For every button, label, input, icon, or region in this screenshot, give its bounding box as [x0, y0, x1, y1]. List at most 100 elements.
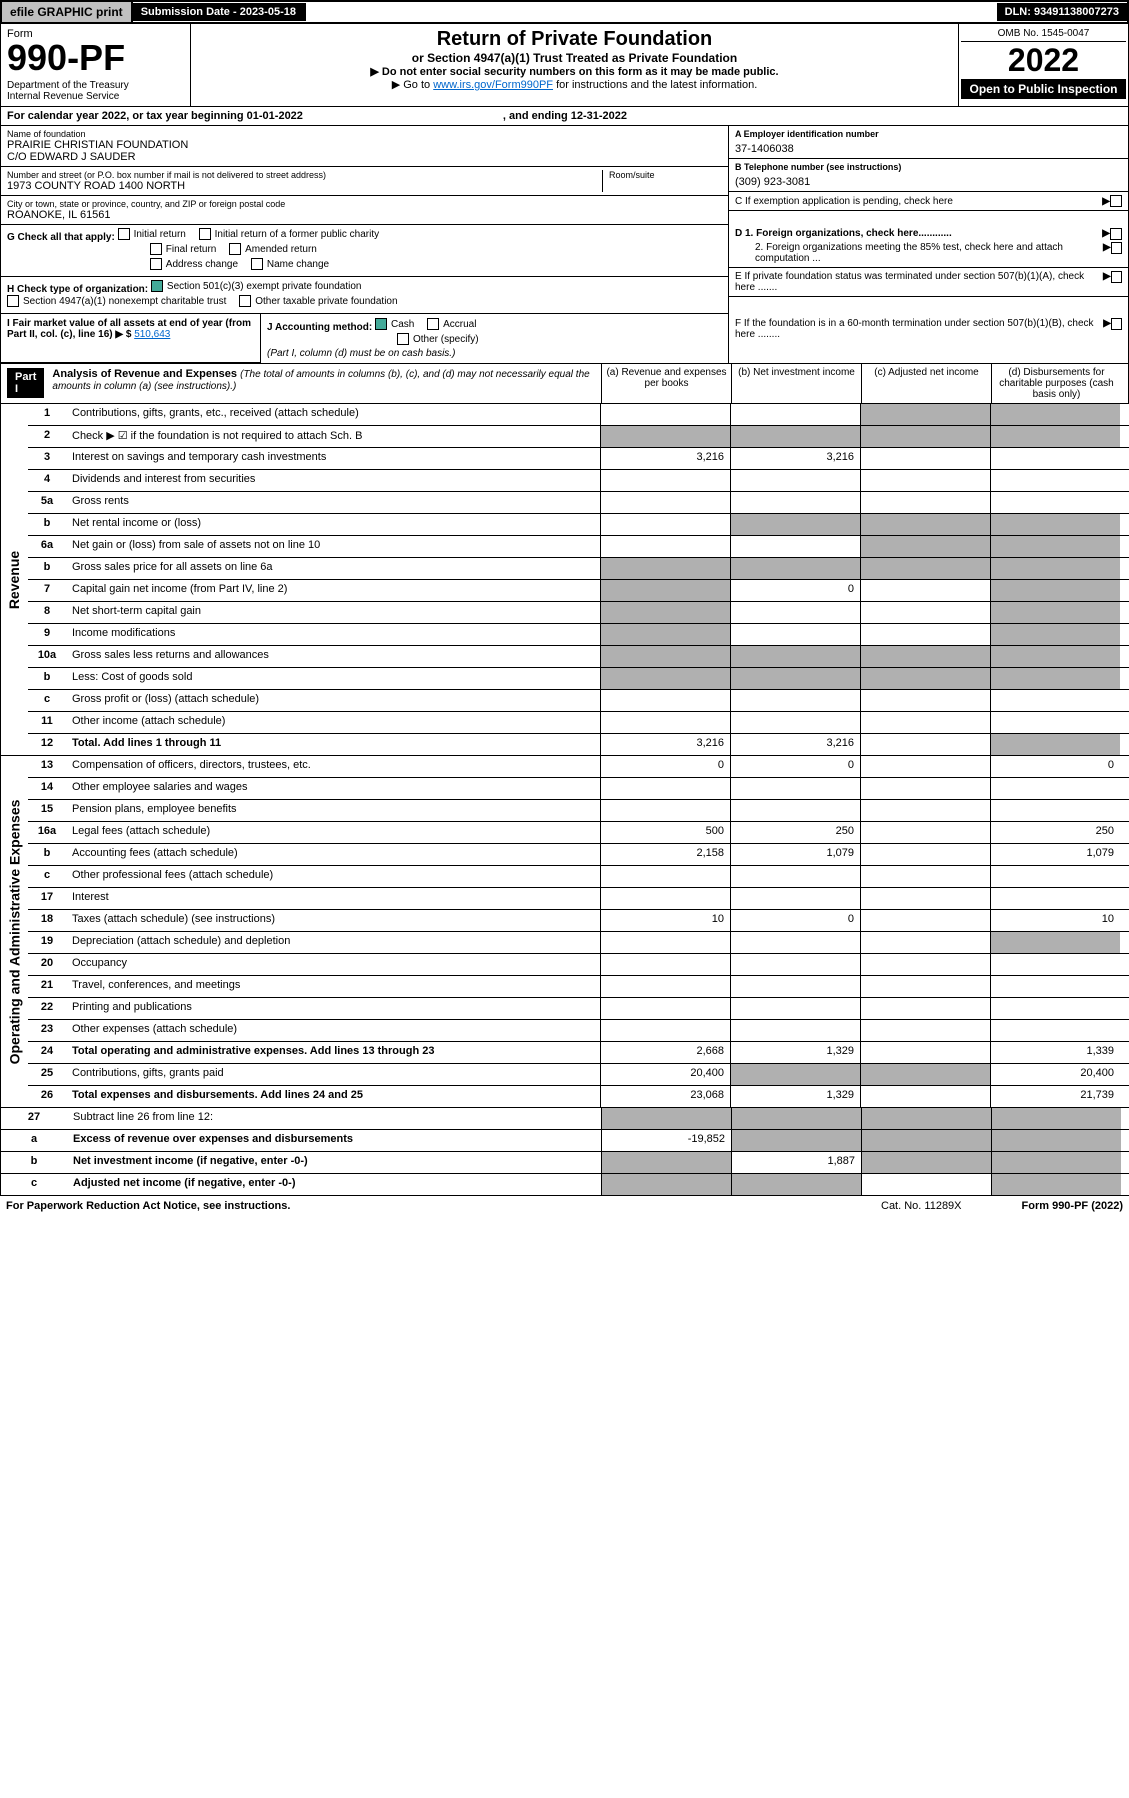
form-subtitle: or Section 4947(a)(1) Trust Treated as P…	[195, 51, 954, 65]
table-row: 2Check ▶ ☑ if the foundation is not requ…	[28, 426, 1129, 448]
check-accrual[interactable]	[427, 318, 439, 330]
cell-a	[600, 976, 730, 997]
check-addr[interactable]	[150, 258, 162, 270]
cell-d	[990, 668, 1120, 689]
cell-c	[860, 800, 990, 821]
cell-d: 1,079	[990, 844, 1120, 865]
cell-b	[730, 646, 860, 667]
cell-d	[990, 448, 1120, 469]
row-num: 25	[28, 1064, 66, 1085]
row-desc: Pension plans, employee benefits	[66, 800, 600, 821]
table-row: bLess: Cost of goods sold	[28, 668, 1129, 690]
check-e[interactable]	[1111, 271, 1122, 283]
cell-d	[990, 976, 1120, 997]
cell-d	[990, 470, 1120, 491]
check-final[interactable]	[150, 243, 162, 255]
row-desc: Contributions, gifts, grants, etc., rece…	[66, 404, 600, 425]
table-row: 15Pension plans, employee benefits	[28, 800, 1129, 822]
row-desc: Adjusted net income (if negative, enter …	[67, 1174, 601, 1195]
table-row: 21Travel, conferences, and meetings	[28, 976, 1129, 998]
fmv-link[interactable]: 510,643	[134, 329, 170, 340]
check-501c3[interactable]	[151, 280, 163, 292]
cell-a	[600, 690, 730, 711]
row-num: c	[1, 1174, 67, 1195]
cell-d: 10	[990, 910, 1120, 931]
row-desc: Other expenses (attach schedule)	[66, 1020, 600, 1041]
check-other-tax[interactable]	[239, 295, 251, 307]
cell-d	[990, 778, 1120, 799]
revenue-side-label: Revenue	[0, 404, 28, 756]
form-header: Form 990-PF Department of the Treasury I…	[0, 24, 1129, 107]
row-desc: Net rental income or (loss)	[66, 514, 600, 535]
row-desc: Other income (attach schedule)	[66, 712, 600, 733]
check-initial-former[interactable]	[199, 228, 211, 240]
table-row: 23Other expenses (attach schedule)	[28, 1020, 1129, 1042]
row-num: 17	[28, 888, 66, 909]
cell-c	[860, 778, 990, 799]
check-other-acct[interactable]	[397, 333, 409, 345]
row-num: 23	[28, 1020, 66, 1041]
check-f[interactable]	[1111, 318, 1122, 330]
row-desc: Total operating and administrative expen…	[66, 1042, 600, 1063]
cell-a	[600, 800, 730, 821]
row-num: 8	[28, 602, 66, 623]
phone-row: B Telephone number (see instructions) (3…	[729, 159, 1128, 192]
check-d1[interactable]	[1110, 228, 1122, 240]
cell-b: 250	[730, 822, 860, 843]
row-desc: Gross profit or (loss) (attach schedule)	[66, 690, 600, 711]
cell-d: 20,400	[990, 1064, 1120, 1085]
row-desc: Capital gain net income (from Part IV, l…	[66, 580, 600, 601]
row-num: 19	[28, 932, 66, 953]
cell-a: 3,216	[600, 448, 730, 469]
cell-b	[730, 668, 860, 689]
row-desc: Total. Add lines 1 through 11	[66, 734, 600, 755]
cell-a: 3,216	[600, 734, 730, 755]
check-d2[interactable]	[1111, 242, 1122, 254]
check-name[interactable]	[251, 258, 263, 270]
row-num: 14	[28, 778, 66, 799]
row-num: 1	[28, 404, 66, 425]
part1-badge: Part I	[7, 368, 44, 398]
cell-d	[990, 492, 1120, 513]
cell-b: 0	[730, 910, 860, 931]
h-section: H Check type of organization: Section 50…	[1, 277, 728, 314]
cell-b	[730, 536, 860, 557]
top-bar: efile GRAPHIC print Submission Date - 20…	[0, 0, 1129, 24]
efile-label: efile GRAPHIC print	[2, 2, 133, 22]
row-desc: Legal fees (attach schedule)	[66, 822, 600, 843]
table-row: 6aNet gain or (loss) from sale of assets…	[28, 536, 1129, 558]
address-row: Number and street (or P.O. box number if…	[1, 167, 728, 196]
table-row: bNet investment income (if negative, ent…	[1, 1152, 1129, 1174]
cell-a: 2,158	[600, 844, 730, 865]
cell-d	[990, 734, 1120, 755]
cell-c	[860, 536, 990, 557]
cell-a	[600, 624, 730, 645]
check-c[interactable]	[1110, 195, 1122, 207]
check-amended[interactable]	[229, 243, 241, 255]
row-num: 22	[28, 998, 66, 1019]
row-num: 5a	[28, 492, 66, 513]
cell-a	[600, 536, 730, 557]
calendar-year-row: For calendar year 2022, or tax year begi…	[0, 107, 1129, 126]
cell-c	[860, 470, 990, 491]
part1-header: Part I Analysis of Revenue and Expenses …	[0, 364, 1129, 404]
cell-a: -19,852	[601, 1130, 731, 1151]
table-row: 14Other employee salaries and wages	[28, 778, 1129, 800]
g-section: G Check all that apply: Initial return I…	[1, 225, 728, 277]
check-cash[interactable]	[375, 318, 387, 330]
i-section: I Fair market value of all assets at end…	[1, 314, 261, 363]
row-num: b	[28, 844, 66, 865]
cell-d: 1,339	[990, 1042, 1120, 1063]
cell-b	[730, 778, 860, 799]
tax-year: 2022	[961, 42, 1126, 79]
note1: ▶ Do not enter social security numbers o…	[195, 65, 954, 78]
row-num: b	[28, 514, 66, 535]
cell-d	[990, 800, 1120, 821]
cell-a	[600, 404, 730, 425]
table-row: 13Compensation of officers, directors, t…	[28, 756, 1129, 778]
j-section: J Accounting method: Cash Accrual Other …	[261, 314, 728, 363]
check-4947[interactable]	[7, 295, 19, 307]
check-initial[interactable]	[118, 228, 130, 240]
form-link[interactable]: www.irs.gov/Form990PF	[433, 79, 553, 91]
cell-b	[730, 602, 860, 623]
